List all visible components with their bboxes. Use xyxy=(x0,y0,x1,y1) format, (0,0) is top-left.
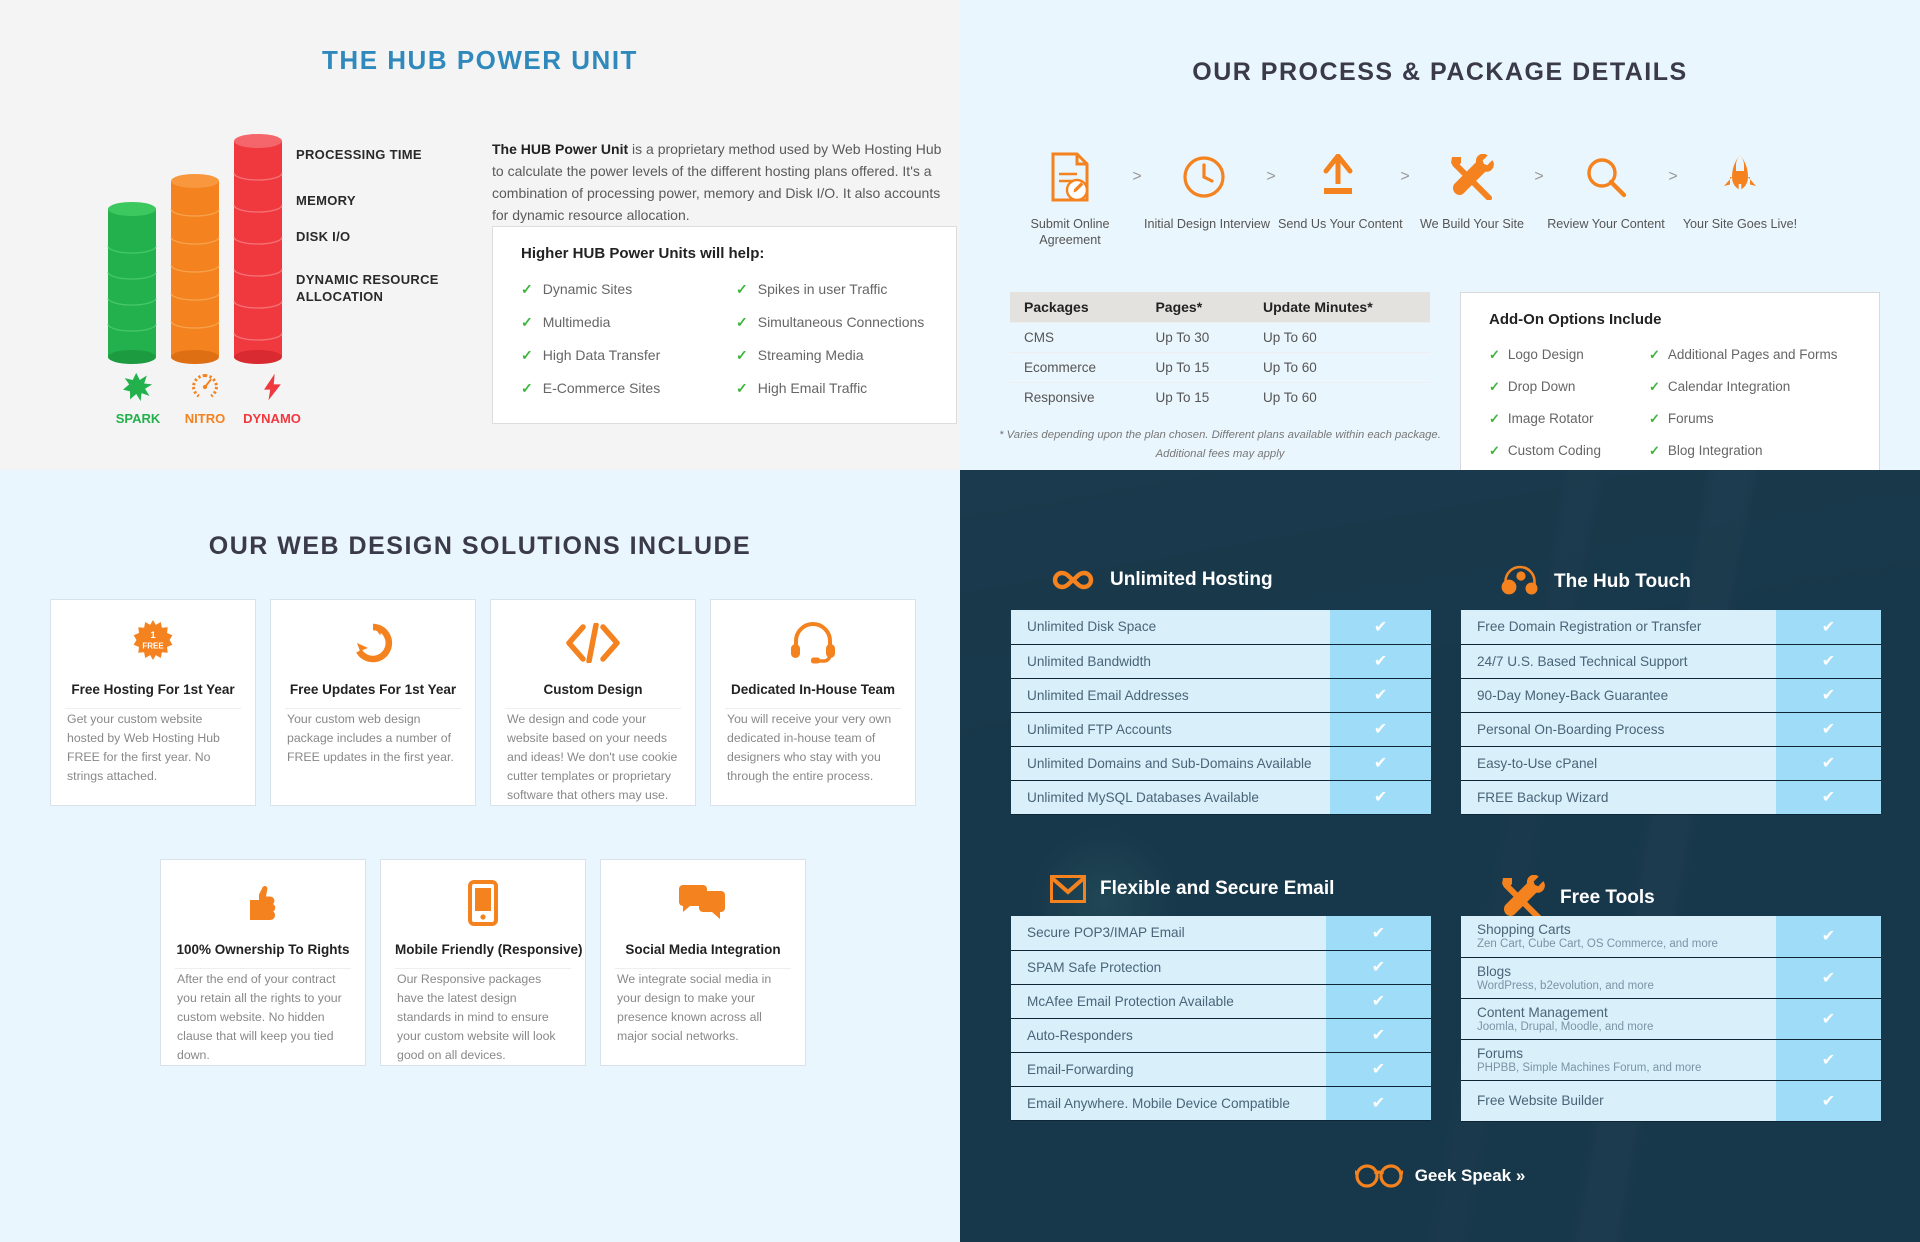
svg-text:1: 1 xyxy=(150,630,156,641)
svg-text:FREE: FREE xyxy=(142,642,164,651)
